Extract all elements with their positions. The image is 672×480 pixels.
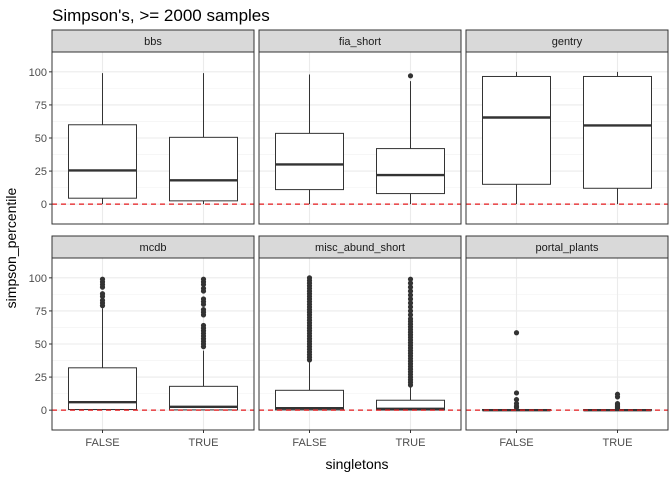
outlier-point [407,312,414,318]
outlier-point [407,296,414,302]
box-false [275,74,344,205]
facet-gentry: gentry [465,29,669,225]
outlier-point [407,300,414,306]
x-tick-label: FALSE [292,437,326,449]
facet-strip-label: fia_short [339,36,381,48]
y-tick-label: 75 [35,306,47,318]
x-tick-label: FALSE [85,437,119,449]
box-true [583,71,652,205]
box-true [169,276,238,411]
box-false [68,73,137,205]
y-tick-label: 50 [35,339,47,351]
outlier-point [407,308,414,314]
outlier-point [513,330,520,336]
facet-strip-label: misc_abund_short [315,242,405,254]
y-tick-label: 75 [35,100,47,112]
outlier-point [200,285,207,292]
outlier-point [407,280,414,286]
y-tick-label: 25 [35,372,47,384]
box-true [376,73,445,205]
facet-panels: bbs 0 25 50 75 100 fia_short gentry mcdb 0 25 50 75 1… [29,29,669,449]
box-iqr [169,136,238,202]
facet-portal-plants: portal_plants FALSE TRUE [465,235,669,449]
facet-strip-label: mcdb [140,242,167,254]
outlier-point [99,297,106,303]
outlier-point [200,322,207,329]
outlier-point [407,276,414,282]
box-iqr [68,124,137,199]
y-tick-label: 50 [35,133,47,145]
outlier-point [200,276,207,282]
outlier-point [407,304,414,310]
outlier-point [407,73,414,79]
outlier-point [513,390,520,396]
box-iqr [275,132,344,191]
box-iqr [275,389,344,411]
outlier-point [513,400,520,407]
outlier-point [407,288,414,294]
outlier-point [306,275,313,281]
box-iqr [169,385,238,411]
box-false [482,71,551,205]
box-true [376,276,445,411]
y-tick-label: 100 [29,67,47,79]
y-tick-label: 0 [41,405,47,417]
y-tick-label: 25 [35,166,47,178]
facet-bbs: bbs 0 25 50 75 100 [29,29,255,225]
outlier-point [99,276,106,282]
outlier-point [614,391,621,397]
chart-title: Simpson's, >= 2000 samples [52,6,270,25]
y-tick-label: 100 [29,273,47,285]
y-axis-label: simpson_percentile [3,187,19,308]
x-tick-label: FALSE [499,437,533,449]
x-tick-label: TRUE [396,437,426,449]
facet-misc-abund-short: misc_abund_short FALSE TRUE [258,235,462,449]
box-false [68,276,137,411]
outlier-point [614,400,621,407]
outlier-point [200,307,207,313]
box-iqr [482,75,551,185]
panel-border [465,257,669,431]
x-axis-label: singletons [325,456,388,472]
outlier-point [99,291,106,297]
facet-fia-short: fia_short [258,29,462,225]
outlier-point [407,316,414,322]
facet-strip-label: portal_plants [536,242,599,254]
outlier-point [407,292,414,298]
facet-mcdb: mcdb 0 25 50 75 100 FALSE TRUE [29,235,255,449]
outlier-point [513,396,520,403]
panel-border [258,257,462,431]
facet-strip-label: bbs [144,36,162,48]
box-iqr [583,75,652,189]
y-tick-label: 0 [41,199,47,211]
panel-border [465,51,669,225]
facet-strip-label: gentry [552,36,583,48]
x-tick-label: TRUE [603,437,633,449]
x-tick-label: TRUE [189,437,219,449]
box-false [275,275,344,411]
outlier-point [407,284,414,290]
panel-border [258,51,462,225]
box-true [169,73,238,205]
box-iqr [376,148,445,195]
outlier-point [200,296,207,302]
